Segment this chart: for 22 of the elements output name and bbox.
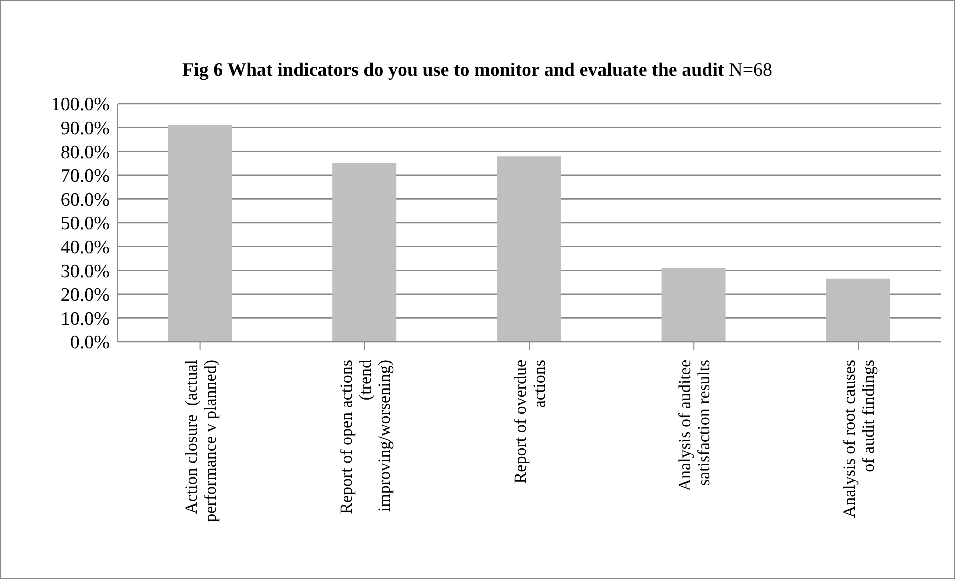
y-tick-label: 40.0% <box>60 238 110 259</box>
x-tick-label: Analysis of root causes of audit findings <box>840 360 878 518</box>
bar <box>168 124 232 342</box>
x-tick-label: Report of open actions (trend improving/worsening) <box>336 360 394 514</box>
y-tick-label: 70.0% <box>60 166 110 188</box>
bar <box>662 268 726 342</box>
y-tick-label: 10.0% <box>60 308 110 330</box>
x-tick-label: Analysis of auditee satisfaction results <box>676 360 714 492</box>
y-tick-label: 60.0% <box>60 190 110 211</box>
chart-title: Fig 6 What indicators do you use to monitor and evaluate the audit N=68 <box>181 60 774 82</box>
y-tick-label: 90.0% <box>60 118 110 140</box>
y-tick-label: 20.0% <box>60 285 110 306</box>
y-tick-label: 50.0% <box>60 214 110 235</box>
y-tick-label: 100.0% <box>51 94 110 116</box>
x-tick-label: Action closure (actual performance v planned) <box>182 360 220 522</box>
y-tick-label: 80.0% <box>60 142 110 164</box>
bar <box>826 278 890 342</box>
y-tick-label: 30.0% <box>60 261 110 282</box>
bar <box>332 164 397 342</box>
x-tick-label: Report of overdue actions <box>511 360 549 484</box>
y-tick-label: 0.0% <box>70 332 110 354</box>
bar <box>497 156 562 342</box>
